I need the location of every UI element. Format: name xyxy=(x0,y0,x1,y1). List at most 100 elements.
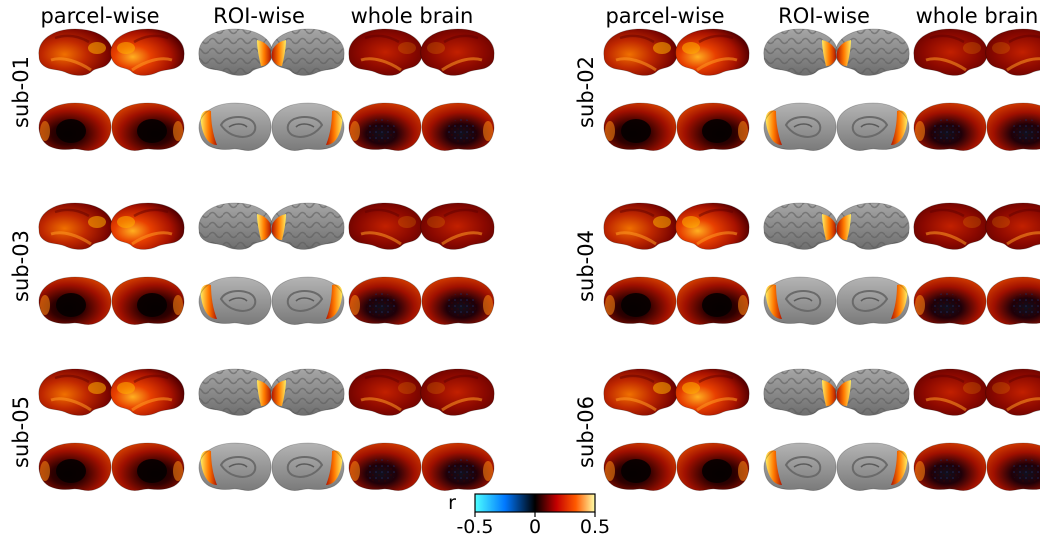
subject-row xyxy=(603,368,1040,491)
whole-brain-maps xyxy=(348,202,495,325)
brain-lateral-right xyxy=(110,28,185,76)
brain-lateral-left xyxy=(38,28,113,76)
brain-lateral-right xyxy=(835,28,910,76)
brain-medial-right xyxy=(421,442,495,491)
parcel-brain-maps xyxy=(603,202,750,325)
brain-lateral-right xyxy=(420,368,495,416)
brain-lateral-left xyxy=(913,368,988,416)
brain-medial-left xyxy=(763,102,837,151)
roi-brain-maps xyxy=(198,368,345,491)
brain-lateral-right xyxy=(985,202,1040,250)
whole-brain-maps xyxy=(913,368,1040,491)
brain-medial-left xyxy=(198,442,272,491)
brain-lateral-right xyxy=(835,202,910,250)
colorbar-gradient xyxy=(474,493,596,513)
subject-label: sub-01 xyxy=(9,56,33,128)
panel-2: parcel-wise ROI-wise whole brain sub-02 sub-… xyxy=(574,4,1040,491)
brain-medial-right xyxy=(111,276,185,325)
brain-lateral-right xyxy=(675,202,750,250)
roi-brain-maps xyxy=(198,28,345,151)
brain-lateral-left xyxy=(603,28,678,76)
subject-label: sub-05 xyxy=(9,396,33,468)
brain-medial-right xyxy=(836,102,910,151)
colorbar-tick-mid: 0 xyxy=(529,516,541,538)
brain-lateral-right xyxy=(675,28,750,76)
subject-label: sub-02 xyxy=(574,56,598,128)
subject-label: sub-06 xyxy=(574,396,598,468)
brain-medial-right xyxy=(986,442,1040,491)
parcel-brain-maps xyxy=(38,368,185,491)
brain-medial-left xyxy=(348,102,422,151)
roi-brain-maps xyxy=(763,28,910,151)
brain-lateral-left xyxy=(198,28,273,76)
brain-lateral-left xyxy=(763,202,838,250)
brain-medial-left xyxy=(913,102,987,151)
column-heading: whole brain xyxy=(916,4,1039,28)
subject-label: sub-04 xyxy=(574,230,598,302)
brain-medial-left xyxy=(38,276,112,325)
brain-medial-right xyxy=(421,102,495,151)
brain-lateral-right xyxy=(420,202,495,250)
column-heading: ROI-wise xyxy=(778,4,870,28)
brain-lateral-left xyxy=(198,368,273,416)
brain-medial-right xyxy=(271,102,345,151)
brain-lateral-left xyxy=(38,368,113,416)
whole-brain-maps xyxy=(348,368,495,491)
brain-medial-right xyxy=(676,102,750,151)
brain-lateral-left xyxy=(913,202,988,250)
subject-label: sub-03 xyxy=(9,230,33,302)
brain-medial-right xyxy=(271,276,345,325)
parcel-brain-maps xyxy=(603,28,750,151)
brain-medial-left xyxy=(603,102,677,151)
brain-lateral-left xyxy=(603,368,678,416)
brain-lateral-right xyxy=(270,368,345,416)
brain-lateral-right xyxy=(835,368,910,416)
brain-medial-right xyxy=(836,442,910,491)
brain-medial-right xyxy=(986,102,1040,151)
brain-medial-right xyxy=(421,276,495,325)
brain-medial-left xyxy=(603,442,677,491)
panel-1: parcel-wise ROI-wise whole brain sub-01 sub-… xyxy=(9,4,495,491)
brain-lateral-left xyxy=(348,368,423,416)
brain-medial-right xyxy=(111,102,185,151)
roi-brain-maps xyxy=(198,202,345,325)
brain-medial-left xyxy=(763,276,837,325)
brain-medial-left xyxy=(763,442,837,491)
brain-lateral-right xyxy=(110,368,185,416)
subject-row xyxy=(603,28,1040,151)
brain-medial-left xyxy=(198,276,272,325)
brain-lateral-right xyxy=(985,368,1040,416)
colorbar: r -0.5 0 0.5 xyxy=(448,492,610,538)
brain-medial-left xyxy=(348,442,422,491)
parcel-brain-maps xyxy=(603,368,750,491)
column-heading: parcel-wise xyxy=(605,4,724,28)
brain-medial-right xyxy=(676,276,750,325)
subject-row xyxy=(38,368,495,491)
brain-medial-left xyxy=(198,102,272,151)
brain-lateral-left xyxy=(348,28,423,76)
brain-lateral-left xyxy=(763,368,838,416)
whole-brain-maps xyxy=(913,28,1040,151)
subject-row xyxy=(603,202,1040,325)
brain-medial-left xyxy=(38,102,112,151)
brain-medial-left xyxy=(348,276,422,325)
parcel-brain-maps xyxy=(38,28,185,151)
brain-lateral-left xyxy=(913,28,988,76)
brain-lateral-right xyxy=(110,202,185,250)
brain-lateral-right xyxy=(420,28,495,76)
column-heading: whole brain xyxy=(351,4,474,28)
brain-lateral-right xyxy=(270,28,345,76)
brain-lateral-left xyxy=(763,28,838,76)
brain-medial-left xyxy=(603,276,677,325)
whole-brain-maps xyxy=(348,28,495,151)
panels-layer: parcel-wise ROI-wise whole brain sub-01 sub-… xyxy=(9,4,1040,491)
colorbar-tick-max: 0.5 xyxy=(580,516,610,538)
roi-brain-maps xyxy=(763,368,910,491)
whole-brain-maps xyxy=(913,202,1040,325)
brain-medial-right xyxy=(836,276,910,325)
brain-lateral-right xyxy=(985,28,1040,76)
brain-lateral-left xyxy=(38,202,113,250)
brain-lateral-left xyxy=(198,202,273,250)
brain-medial-left xyxy=(913,442,987,491)
